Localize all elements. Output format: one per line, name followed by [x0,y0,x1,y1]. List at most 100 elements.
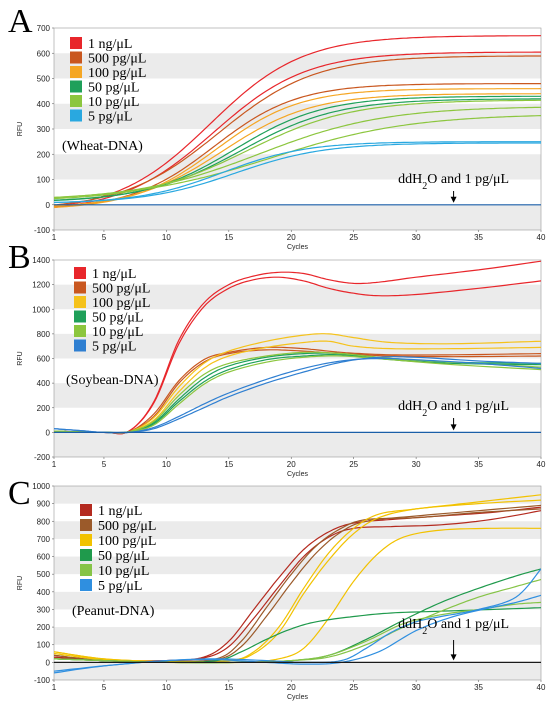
grid-band [54,284,541,310]
legend-label: 100 pg/μL [88,66,146,81]
amplification-curve [54,83,541,208]
arrow-head [450,654,457,661]
y-tick-label: 500 [37,570,51,579]
y-tick-label: 1000 [32,305,50,314]
grid-band [54,486,541,504]
x-tick-label: 25 [349,683,358,692]
y-tick-label: 800 [37,517,51,526]
x-axis-label: Cycles [287,471,309,478]
legend-label: 10 pg/μL [98,564,149,579]
legend-label: 50 pg/μL [98,549,149,564]
legend-label: 100 pg/μL [98,534,156,549]
x-tick-label: 35 [474,233,483,242]
amplification-curve [54,141,541,203]
grid-band [54,204,541,230]
x-tick-label: 10 [162,233,171,242]
legend-label: 500 pg/μL [92,282,150,297]
legend-swatch [74,267,86,279]
y-tick-label: -200 [34,453,51,462]
x-tick-label: 40 [537,233,546,242]
legend-swatch [80,504,92,516]
x-tick-label: 20 [287,460,296,469]
x-tick-label: 5 [102,460,107,469]
legend-label: 10 pg/μL [92,325,143,340]
amplification-curve [54,106,541,199]
legend-label: 1 ng/μL [92,267,136,282]
x-tick-label: 15 [224,683,233,692]
grid-band [54,556,541,575]
sample-label: (Soybean-DNA) [66,373,159,388]
y-tick-label: -100 [34,226,51,235]
legend-label: 5 pg/μL [98,579,142,594]
y-tick-label: 0 [46,658,51,667]
y-tick-label: 700 [37,535,51,544]
panel-letter: B [8,239,31,276]
legend-label: 50 pg/μL [88,81,139,96]
y-axis-label: RFU [17,576,24,590]
y-tick-label: 900 [37,500,51,509]
y-tick-label: 300 [37,605,51,614]
arrow-head [450,424,457,431]
legend-label: 1 ng/μL [88,37,132,52]
y-tick-label: 600 [37,553,51,562]
y-tick-label: 600 [37,49,51,58]
legend-label: 100 pg/μL [92,296,150,311]
legend-swatch [80,579,92,591]
y-tick-label: 500 [37,75,51,84]
x-tick-label: 30 [412,683,421,692]
x-tick-label: 20 [287,683,296,692]
legend-swatch [74,281,86,294]
x-tick-label: 1 [52,460,57,469]
sample-label: (Peanut-DNA) [72,604,155,619]
arrow-head [450,196,457,203]
y-tick-label: 700 [37,24,51,33]
grid-band [54,591,541,610]
legend-swatch [80,534,92,546]
legend-swatch [70,95,82,107]
legend-swatch [74,339,86,352]
y-tick-label: 300 [37,125,51,134]
y-tick-label: 100 [37,176,51,185]
y-tick-label: -100 [34,676,51,685]
x-tick-label: 10 [162,683,171,692]
legend-swatch [70,109,82,122]
legend-swatch [70,37,82,49]
x-axis-label: Cycles [287,244,309,251]
legend-label: 5 pg/μL [92,340,136,355]
y-tick-label: 400 [37,588,51,597]
amplification-curve [54,115,541,198]
x-tick-label: 30 [412,460,421,469]
y-tick-label: 200 [37,404,51,413]
grid-band [54,103,541,129]
x-tick-label: 35 [474,460,483,469]
x-tick-label: 30 [412,233,421,242]
curves [54,494,541,674]
y-tick-label: 800 [37,330,51,339]
amplification-curve [54,93,541,207]
legend-swatch [74,325,86,337]
legend-swatch [80,519,92,531]
y-tick-label: 0 [46,428,51,437]
x-tick-label: 40 [537,460,546,469]
y-tick-label: 1200 [32,281,50,290]
legend-swatch [70,80,82,93]
plot-frame [53,485,542,681]
x-tick-label: 5 [102,233,107,242]
y-tick-label: 400 [37,100,51,109]
legend-swatch [74,296,86,308]
x-tick-label: 1 [52,683,57,692]
baseline-annotation: ddH2O and 1 pg/μL [398,399,509,419]
grid-band [54,432,541,457]
amplification-curve [54,98,541,201]
y-tick-label: 600 [37,355,51,364]
y-tick-label: 100 [37,641,51,650]
amplification-curve [54,499,541,663]
x-axis-label: Cycles [287,694,309,701]
legend-swatch [80,564,92,576]
curves [54,260,541,435]
y-tick-label: 1400 [32,256,50,265]
legend-swatch [70,51,82,64]
